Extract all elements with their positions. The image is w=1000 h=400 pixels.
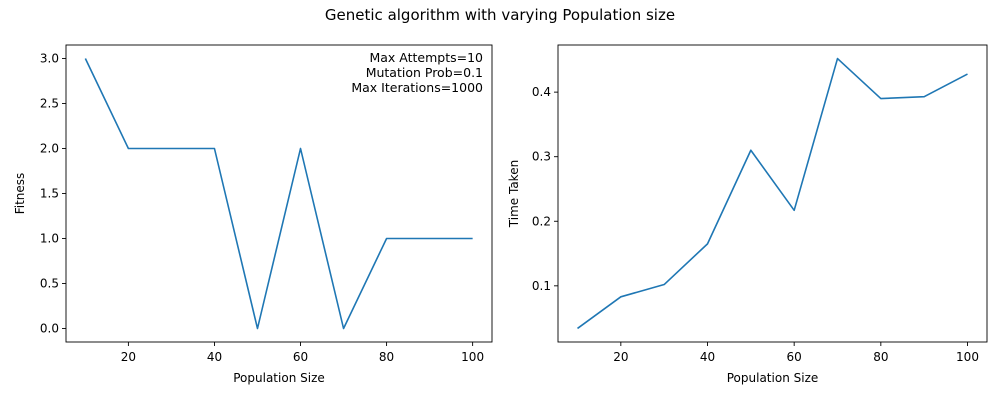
y-tick-label-0-0: 0.0 [40,322,59,336]
y-axis-label-0: Fitness [13,173,27,215]
y-tick-label-0-4: 2.0 [40,142,59,156]
y-tick-label-0-3: 1.5 [40,187,59,201]
x-tick-label-0-1: 40 [207,350,222,364]
y-tick-label-0-1: 0.5 [40,277,59,291]
series-line-1-0 [577,57,968,330]
x-tick-label-0-4: 100 [461,350,484,364]
x-tick-label-0-3: 80 [379,350,394,364]
x-tick-label-0-0: 20 [121,350,136,364]
x-tick-label-0-2: 60 [293,350,308,364]
x-axis-label-0: Population Size [233,371,325,385]
axes-frame-1 [557,44,988,343]
x-tick-label-1-2: 60 [787,350,802,364]
x-axis-label-1: Population Size [727,371,819,385]
annotation-line-2: Max Iterations=1000 [351,80,483,95]
x-tick-label-1-1: 40 [700,350,715,364]
series-line-0-0 [84,58,473,330]
y-axis-label-1: Time Taken [507,160,521,228]
y-tick-label-1-3: 0.4 [532,85,551,99]
figure-title: Genetic algorithm with varying Populatio… [325,6,675,24]
y-tick-label-0-5: 2.5 [40,97,59,111]
annotation-line-1: Mutation Prob=0.1 [366,65,483,80]
x-tick-label-1-3: 80 [873,350,888,364]
annotation-line-0: Max Attempts=10 [369,50,483,65]
x-tick-label-1-0: 20 [613,350,628,364]
y-tick-label-1-0: 0.1 [532,279,551,293]
y-tick-label-0-6: 3.0 [40,52,59,66]
x-tick-label-1-4: 100 [956,350,979,364]
y-tick-label-1-2: 0.3 [532,150,551,164]
y-tick-label-0-2: 1.0 [40,232,59,246]
y-tick-label-1-1: 0.2 [532,214,551,228]
